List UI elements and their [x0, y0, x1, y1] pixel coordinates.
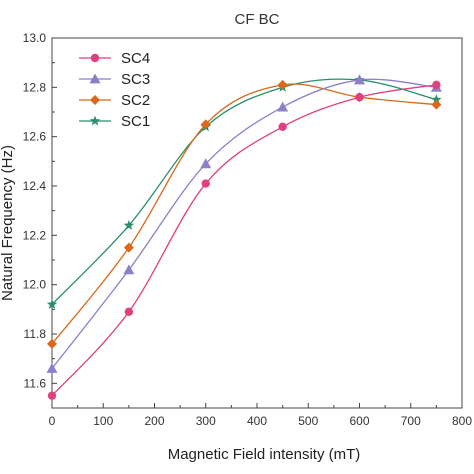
data-point-sc2	[123, 242, 134, 253]
data-point-sc4	[355, 93, 364, 102]
y-tick-label: 11.6	[24, 376, 47, 390]
y-tick-label: 11.8	[24, 327, 47, 341]
x-tick-label: 300	[196, 414, 216, 428]
legend-label: SC1	[121, 113, 150, 130]
data-point-sc3	[123, 264, 135, 275]
plot-frame	[51, 37, 463, 409]
data-point-sc1	[123, 219, 135, 230]
legend-marker	[90, 53, 100, 63]
y-tick-label: 12.6	[23, 130, 47, 144]
x-tick-label: 600	[349, 414, 369, 428]
legend-label: SC4	[121, 50, 150, 67]
data-point-sc2	[200, 119, 211, 130]
y-tick-label: 12.8	[23, 80, 47, 94]
series-line-sc4	[51, 84, 437, 397]
data-point-sc3	[354, 74, 365, 85]
y-tick-label: 12.2	[23, 228, 47, 242]
legend-label: SC2	[121, 92, 150, 109]
x-tick-label: 400	[247, 414, 267, 428]
data-point-sc3	[200, 158, 212, 169]
data-point-sc1	[431, 94, 442, 105]
x-tick-label: 0	[49, 414, 56, 428]
y-tick-label: 12.4	[23, 179, 47, 193]
legend-marker	[89, 115, 101, 126]
series-line-sc2	[51, 83, 437, 345]
y-tick-label: 12.0	[23, 278, 47, 292]
legend-marker	[89, 73, 101, 84]
data-point-sc2	[277, 79, 288, 90]
data-point-sc4	[124, 307, 134, 316]
data-point-sc2	[47, 338, 57, 349]
data-point-sc4	[201, 179, 210, 188]
x-tick-label: 700	[401, 414, 421, 428]
series-line-sc3	[51, 78, 437, 369]
plot-area: 0 100 200 300 400 500 600 700 800 11.6 11.8 12.0 12.…	[23, 31, 473, 428]
data-point-sc4	[47, 391, 57, 400]
data-point-sc4	[278, 122, 287, 131]
x-tick-label: 800	[452, 414, 472, 428]
x-tick-label: 500	[298, 414, 318, 428]
chart-title: CF BC	[235, 11, 280, 28]
x-axis-label: Magnetic Field intensity (mT)	[168, 446, 361, 463]
data-point-sc2	[431, 99, 442, 110]
data-point-sc3	[277, 101, 289, 112]
series-line-sc1	[51, 78, 437, 305]
y-axis-label: Natural Frequency (Hz)	[0, 145, 16, 301]
legend: SC4 SC3 SC2 SC1	[79, 50, 150, 130]
data-point-sc3	[46, 363, 58, 373]
data-point-sc4	[432, 80, 441, 90]
legend-marker	[90, 95, 100, 105]
x-tick-label: 100	[93, 414, 113, 428]
x-tick-label: 200	[144, 414, 164, 428]
legend-label: SC3	[121, 71, 150, 88]
y-tick-label: 13.0	[23, 31, 47, 45]
data-point-sc1	[46, 298, 58, 309]
